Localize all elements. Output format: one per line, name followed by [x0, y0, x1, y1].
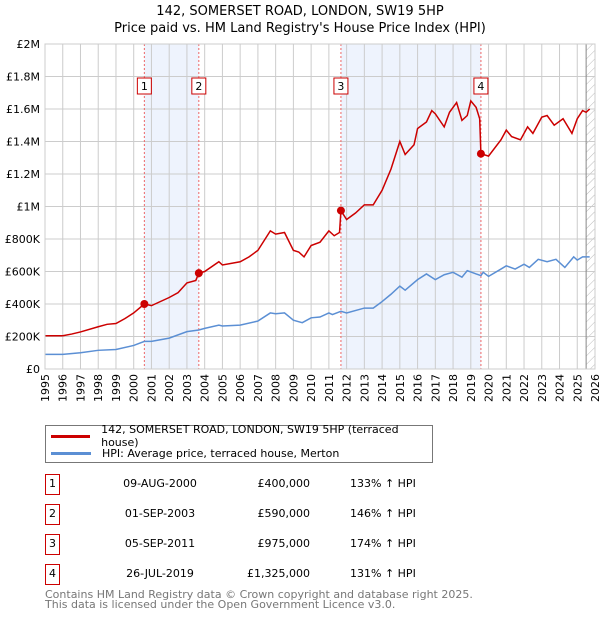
sale-date: 09-AUG-2000 [123, 477, 197, 490]
sale-label-box [191, 77, 207, 95]
x-tick-label: 2004 [199, 374, 212, 402]
x-tick-label: 2013 [358, 374, 371, 402]
x-tick-label: 1999 [110, 374, 123, 402]
x-tick-label: 2024 [554, 374, 567, 402]
y-tick-label: £1.6M [6, 103, 40, 116]
sale-badge: 4 [45, 564, 60, 585]
legend-swatch-red [51, 434, 91, 438]
sale-date: 01-SEP-2003 [124, 507, 196, 520]
series-line [45, 255, 590, 356]
footer-licence: This data is licensed under the Open Gov… [45, 598, 396, 611]
chart-title: 142, SOMERSET ROAD, LONDON, SW19 5HP [156, 4, 444, 19]
x-tick-label: 2002 [163, 374, 176, 402]
series-line [45, 99, 591, 337]
y-tick-label: £1.4M [6, 136, 40, 149]
x-tick-label: 1996 [57, 374, 70, 402]
sale-point [336, 206, 345, 215]
y-tick-label: £1.2M [6, 168, 40, 181]
chart-subtitle: Price paid vs. HM Land Registry's House … [114, 21, 486, 36]
y-tick-label: £400K [5, 298, 41, 311]
legend: 142, SOMERSET ROAD, LONDON, SW19 5HP (te… [45, 423, 433, 463]
sale-hpi-change: 131% ↑ HPI [350, 567, 416, 580]
legend-label: 142, SOMERSET ROAD, LONDON, SW19 5HP (te… [101, 423, 399, 449]
x-tick-label: 2008 [270, 374, 283, 402]
x-tick-label: 2017 [429, 374, 442, 402]
sale-row: 4 26-JUL-2019 £1,325,000 131% ↑ HPI [45, 564, 465, 585]
sale-point [140, 300, 149, 308]
x-tick-label: 2007 [252, 374, 265, 402]
sale-hpi-change: 174% ↑ HPI [350, 537, 416, 550]
x-tick-label: 2000 [128, 374, 141, 402]
x-tick-label: 1995 [39, 374, 52, 402]
x-tick-label: 2026 [589, 374, 600, 402]
sale-price: £400,000 [257, 477, 311, 490]
sale-date: 26-JUL-2019 [126, 567, 194, 580]
sale-label-box [333, 77, 349, 95]
x-tick-label: 2014 [376, 374, 389, 402]
x-tick-label: 2010 [305, 374, 318, 402]
sale-label: 1 [141, 80, 148, 93]
x-tick-label: 2009 [287, 374, 300, 402]
x-tick-label: 2022 [518, 374, 531, 402]
footer-copyright: Contains HM Land Registry data © Crown c… [45, 588, 473, 601]
x-tick-label: 2021 [500, 374, 513, 402]
sale-row: 1 09-AUG-2000 £400,000 133% ↑ HPI [45, 474, 465, 495]
sale-hpi-change: 146% ↑ HPI [350, 507, 416, 520]
x-tick-label: 2018 [447, 374, 460, 402]
x-tick-label: 2020 [483, 374, 496, 402]
sale-label: 3 [337, 80, 344, 93]
sale-label-box [473, 77, 489, 95]
x-tick-label: 2011 [323, 374, 336, 402]
x-tick-label: 1998 [92, 374, 105, 402]
sale-price: £975,000 [257, 537, 311, 550]
price-chart: 1995 1996 1997 1998 1999 2000 2001 2002 2003 2004… [5, 38, 600, 402]
sale-badge: 1 [45, 474, 60, 495]
x-tick-label: 2006 [234, 374, 247, 402]
sale-badge: 2 [45, 504, 60, 525]
legend-swatch-blue [51, 451, 91, 455]
sale-point [476, 149, 485, 158]
y-tick-label: £600K [5, 266, 41, 279]
plot-frame [44, 43, 596, 370]
sale-badge: 3 [45, 534, 60, 555]
sale-price: £590,000 [257, 507, 311, 520]
x-tick-label: 2025 [571, 374, 584, 402]
y-tick-label: £1M [17, 201, 41, 214]
legend-item-property: 142, SOMERSET ROAD, LONDON, SW19 5HP (te… [46, 423, 432, 449]
sale-label-box [136, 77, 152, 95]
y-tick-label: £1.8M [6, 71, 40, 84]
legend-label: HPI: Average price, terraced house, Mert… [102, 446, 340, 460]
y-tick-label: £200K [5, 331, 41, 344]
sale-label: 2 [195, 80, 202, 93]
sale-row: 3 05-SEP-2011 £975,000 174% ↑ HPI [45, 534, 465, 555]
y-tick-label: £0 [26, 363, 40, 376]
sale-label: 4 [477, 80, 484, 93]
sale-point [194, 269, 203, 278]
x-tick-label: 2015 [394, 374, 407, 402]
x-tick-label: 2012 [341, 374, 354, 402]
sale-date: 05-SEP-2011 [124, 537, 196, 550]
sale-price: £1,325,000 [247, 567, 310, 580]
x-tick-label: 2023 [536, 374, 549, 402]
x-tick-label: 2005 [216, 374, 229, 402]
y-tick-label: £2M [17, 38, 41, 51]
x-tick-label: 2001 [145, 374, 158, 402]
sale-row: 2 01-SEP-2003 £590,000 146% ↑ HPI [45, 504, 465, 525]
legend-item-hpi: HPI: Average price, terraced house, Mert… [46, 445, 339, 461]
x-tick-label: 2003 [181, 374, 194, 402]
x-tick-label: 2016 [412, 374, 425, 402]
y-tick-label: £800K [5, 233, 41, 246]
x-tick-label: 2019 [465, 374, 478, 402]
sale-hpi-change: 133% ↑ HPI [350, 477, 416, 490]
x-tick-label: 1997 [74, 374, 87, 402]
